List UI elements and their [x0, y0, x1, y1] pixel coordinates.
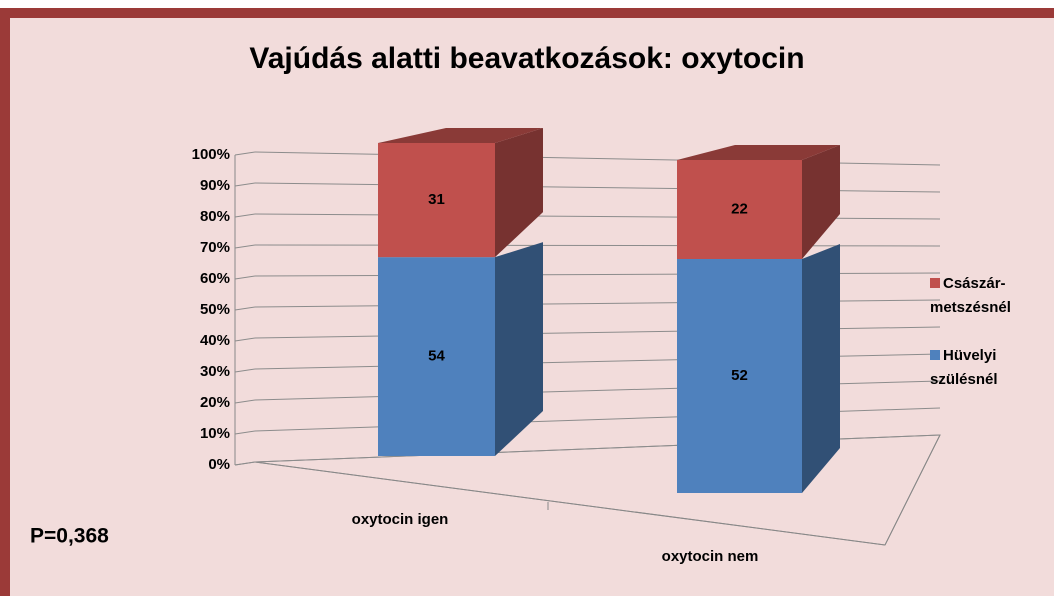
y-tick-label: 100%: [192, 146, 230, 163]
grid-line: [234, 213, 256, 218]
data-label: 31: [428, 191, 445, 208]
axis-line: [884, 434, 941, 546]
legend-label: Hüvelyi szülésnél: [930, 347, 998, 388]
legend-swatch: [930, 350, 940, 360]
y-tick-label: 0%: [208, 456, 230, 473]
x-tick-label: oxytocin igen: [352, 511, 449, 528]
grid-line: [234, 368, 256, 373]
grid-line: [234, 151, 256, 156]
grid-line: [234, 430, 256, 435]
grid-line: [234, 306, 256, 311]
legend-entry: Hüvelyi szülésnél: [930, 344, 1040, 392]
y-tick-label: 90%: [200, 177, 230, 194]
bar: [378, 257, 495, 456]
grid-line: [234, 399, 256, 404]
legend-entry: Császár-metszésnél: [930, 272, 1040, 320]
y-tick-label: 50%: [200, 301, 230, 318]
annotation: P=0,368: [30, 525, 109, 548]
grid-line: [234, 461, 256, 466]
bar-side: [495, 128, 543, 258]
axis-line: [254, 461, 886, 546]
bar: [378, 143, 495, 258]
bar: [677, 259, 802, 493]
data-label: 52: [731, 367, 748, 384]
bar-side: [802, 244, 840, 493]
y-tick-label: 20%: [200, 394, 230, 411]
bar-top: [378, 128, 543, 143]
legend-swatch: [930, 278, 940, 288]
x-tick-label: oxytocin nem: [662, 548, 759, 565]
grid-line: [234, 275, 256, 280]
grid-line: [234, 244, 256, 249]
data-label: 54: [428, 348, 445, 365]
bar: [677, 160, 802, 259]
y-tick-label: 80%: [200, 208, 230, 225]
data-label: 22: [731, 200, 748, 217]
grid-line: [234, 182, 256, 187]
legend-label: Császár-metszésnél: [930, 275, 1011, 316]
y-tick-label: 40%: [200, 332, 230, 349]
chart-title: Vajúdás alatti beavatkozások: oxytocin: [249, 42, 804, 75]
y-tick-label: 60%: [200, 270, 230, 287]
bar-side: [495, 242, 543, 456]
y-tick-label: 70%: [200, 239, 230, 256]
grid-line: [254, 244, 941, 247]
bar-top: [677, 145, 840, 160]
bar-side: [802, 145, 840, 259]
grid-line: [234, 337, 256, 342]
y-tick-label: 30%: [200, 363, 230, 380]
y-tick-label: 10%: [200, 425, 230, 442]
